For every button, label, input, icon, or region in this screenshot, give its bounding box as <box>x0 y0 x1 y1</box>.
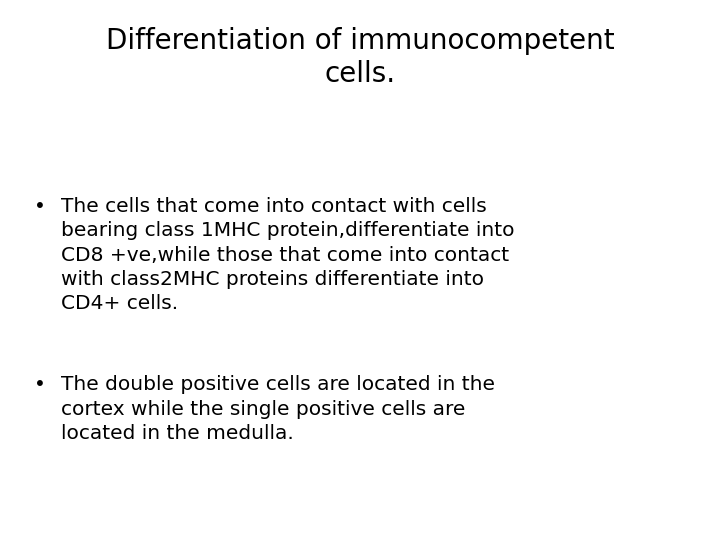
Text: •: • <box>34 375 45 394</box>
Text: Differentiation of immunocompetent
cells.: Differentiation of immunocompetent cells… <box>106 27 614 89</box>
Text: •: • <box>34 197 45 216</box>
Text: The cells that come into contact with cells
bearing class 1MHC protein,different: The cells that come into contact with ce… <box>61 197 515 313</box>
Text: The double positive cells are located in the
cortex while the single positive ce: The double positive cells are located in… <box>61 375 495 443</box>
